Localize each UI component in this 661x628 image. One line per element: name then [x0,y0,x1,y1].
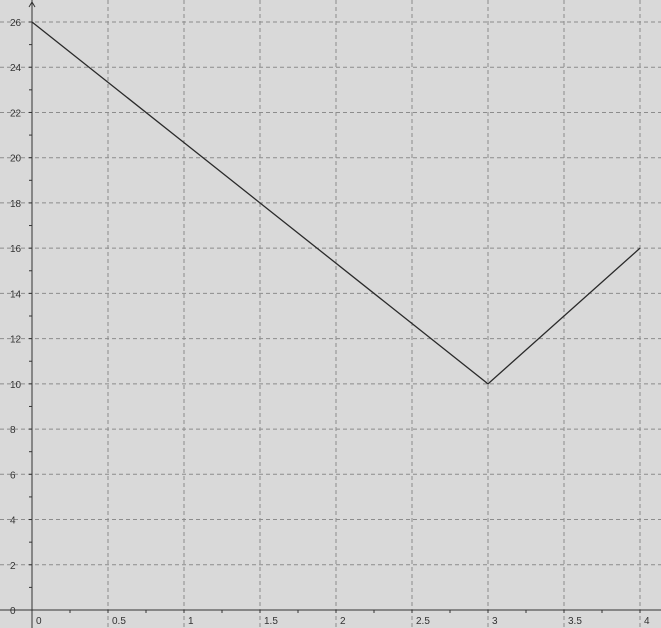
y-tick-label: 14 [10,289,22,300]
y-tick-label: 2 [10,561,16,572]
y-tick-label: 20 [10,154,22,165]
y-tick-label: 12 [10,335,22,346]
x-tick-label: 0.5 [112,616,126,627]
y-tick-label: 4 [10,516,16,527]
y-tick-label: 24 [10,63,22,74]
y-tick-label: 18 [10,199,22,210]
x-tick-label: 2 [340,616,346,627]
x-tick-label: 0 [36,616,42,627]
y-tick-label: 6 [10,470,16,481]
y-tick-label: 8 [10,425,16,436]
series-line [31,21,641,385]
y-axis-arrow [28,1,36,8]
y-tick-label: 0 [10,606,16,617]
y-tick-label: 26 [10,18,22,29]
x-tick-labels: 0 0.5 1 1.5 2 2.5 3 3.5 4 [36,616,650,627]
series [31,21,641,385]
x-tick-label: 4 [644,616,650,627]
x-tick-label: 1 [188,616,194,627]
y-tick-label: 16 [10,244,22,255]
x-tick-label: 2.5 [416,616,430,627]
y-tick-label: 10 [10,380,22,391]
x-tick-label: 3.5 [568,616,582,627]
x-tick-label: 3 [492,616,498,627]
x-tick-label: 1.5 [264,616,278,627]
y-tick-label: 22 [10,108,22,119]
